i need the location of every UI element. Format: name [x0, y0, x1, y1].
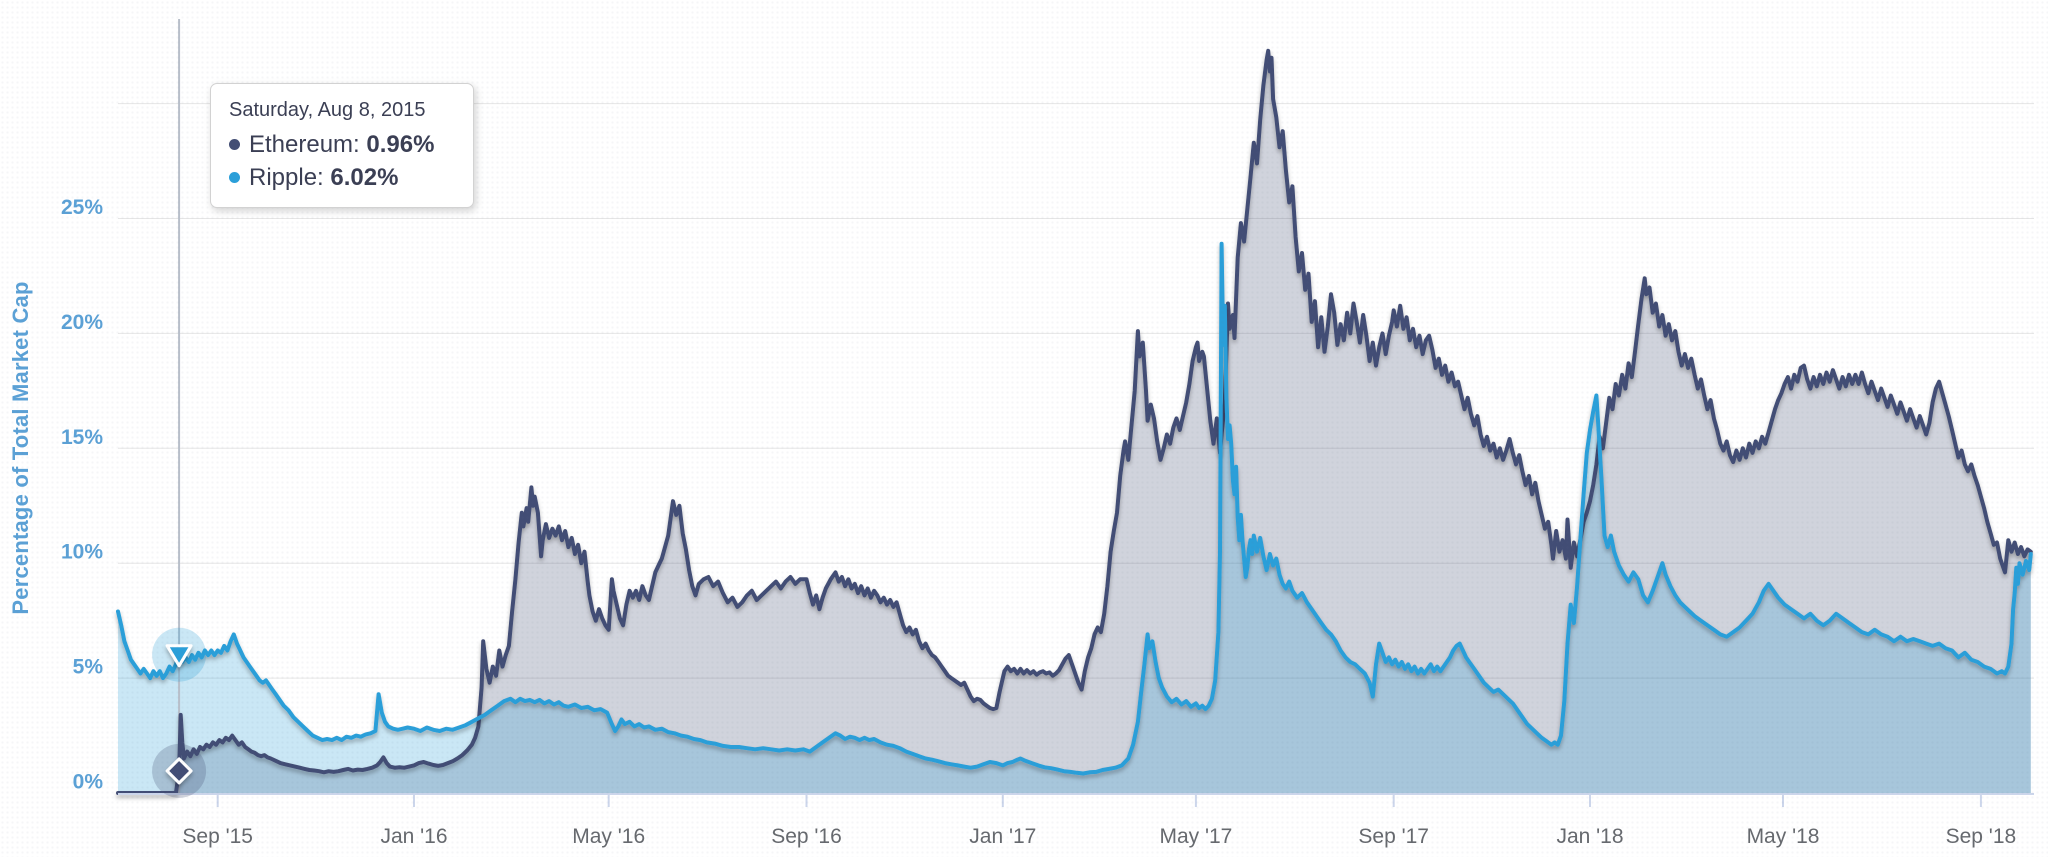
series-lines [116, 48, 2033, 795]
ripple-line [116, 241, 2033, 776]
ethereum-bullet-icon [229, 139, 240, 150]
axes: 0% 5% 10% 15% 20% 25% Sep '15 Jan '16 May '16 Sep… [61, 196, 2034, 848]
x-tick-label: Sep '16 [771, 825, 842, 848]
hover-markers[interactable] [152, 627, 207, 798]
x-tick-label: Jan '17 [969, 825, 1036, 848]
tooltip-ethereum-label: Ethereum: [249, 131, 360, 158]
y-tick-label: 25% [61, 196, 103, 219]
ethereum-line [116, 48, 2033, 795]
tooltip-row-ethereum: Ethereum: 0.96% [229, 128, 453, 161]
x-tick-label: Sep '17 [1358, 825, 1429, 848]
y-axis-title: Percentage of Total Market Cap [8, 281, 33, 614]
x-tick-label: Jan '18 [1556, 825, 1623, 848]
y-tick-label: 10% [61, 541, 103, 564]
y-tick-label: 20% [61, 311, 103, 334]
x-tick-label: Sep '18 [1946, 825, 2017, 848]
y-tick-label: 15% [61, 426, 103, 449]
y-tick-label: 0% [73, 771, 104, 794]
tooltip-ripple-value: 6.02% [330, 164, 399, 191]
x-tick-label: May '17 [1159, 825, 1232, 848]
ripple-area [118, 243, 2031, 794]
tooltip-date: Saturday, Aug 8, 2015 [229, 99, 426, 121]
ethereum-diamond-marker[interactable] [165, 757, 193, 785]
x-tick-label: Sep '15 [182, 825, 253, 848]
y-tick-label: 5% [73, 656, 104, 679]
tooltip-ethereum-value: 0.96% [366, 131, 435, 158]
hover-tooltip: Saturday, Aug 8, 2015 Ethereum: 0.96% Ri… [210, 83, 474, 208]
x-tick-label: Jan '16 [380, 825, 447, 848]
x-tick-label: May '18 [1747, 825, 1820, 848]
ripple-bullet-icon [229, 172, 240, 183]
ethereum-area [118, 50, 2031, 794]
tooltip-ripple-label: Ripple: [249, 164, 324, 191]
tooltip-row-ripple: Ripple: 6.02% [229, 161, 453, 194]
series-areas [118, 50, 2031, 794]
ripple-triangle-marker[interactable] [165, 644, 193, 668]
x-tick-label: May '16 [572, 825, 645, 848]
